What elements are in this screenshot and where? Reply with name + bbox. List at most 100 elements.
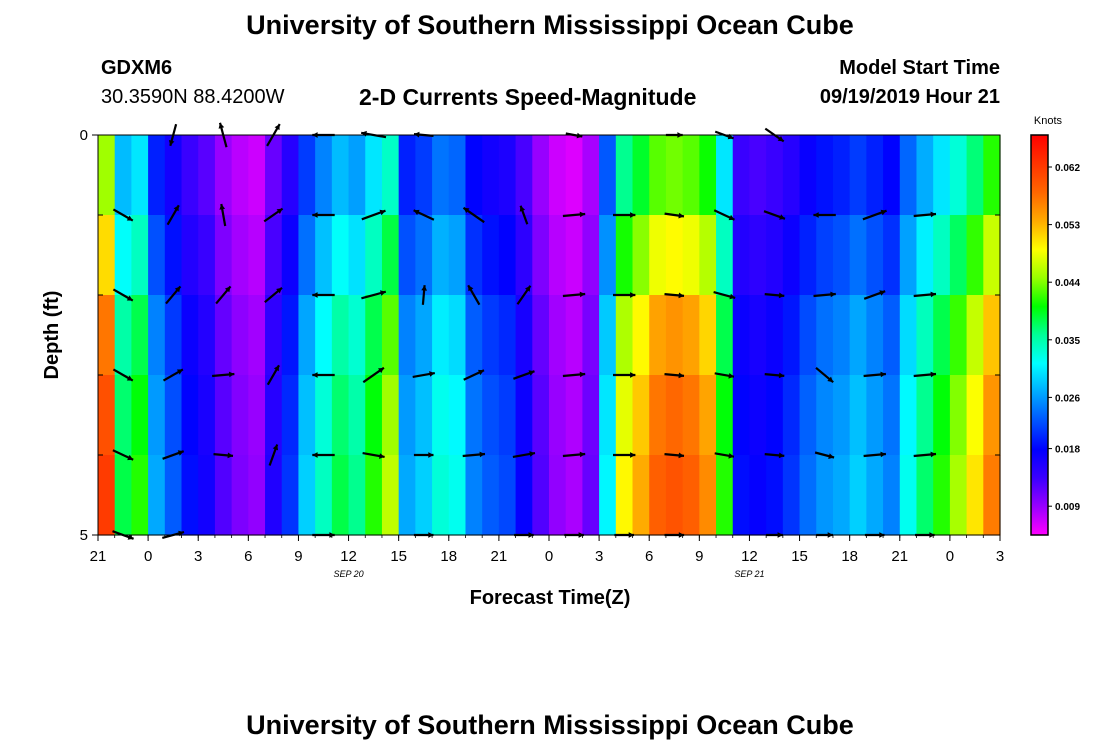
heatmap-cell bbox=[398, 215, 416, 296]
heatmap-cell bbox=[665, 375, 684, 456]
current-arrow-head bbox=[880, 451, 886, 458]
heatmap-cell bbox=[849, 295, 867, 376]
heatmap-cell bbox=[599, 215, 617, 296]
heatmap-cell bbox=[599, 295, 617, 376]
current-arrow bbox=[516, 285, 532, 305]
heatmap-cell bbox=[899, 295, 918, 376]
y-tick-label: 5 bbox=[80, 527, 88, 544]
current-arrow bbox=[913, 371, 937, 378]
heatmap-cell bbox=[682, 135, 700, 216]
heatmap-cell bbox=[498, 135, 517, 216]
heatmap-cell bbox=[966, 295, 984, 376]
page-title: University of Southern Mississippi Ocean… bbox=[246, 10, 854, 40]
heatmap-cell bbox=[265, 455, 283, 536]
current-arrow bbox=[562, 291, 586, 298]
x-tick-label: 6 bbox=[244, 548, 252, 565]
current-arrow-head bbox=[728, 214, 735, 221]
current-arrow bbox=[714, 452, 735, 459]
heatmap-cell bbox=[214, 375, 233, 456]
heatmap-cell bbox=[331, 215, 350, 296]
current-arrow bbox=[713, 291, 736, 300]
current-arrow-head bbox=[224, 286, 231, 293]
heatmap-cell bbox=[565, 215, 583, 296]
x-tick-label: 0 bbox=[144, 548, 152, 565]
heatmap-cell bbox=[181, 455, 199, 536]
heatmap-cell bbox=[231, 455, 249, 536]
heatmap-cell bbox=[365, 135, 383, 216]
heatmap-cell bbox=[632, 455, 650, 536]
current-arrow-head bbox=[312, 452, 318, 458]
heatmap-cell bbox=[214, 295, 233, 376]
heatmap-cell bbox=[515, 455, 533, 536]
current-arrow-head bbox=[276, 208, 283, 214]
x-tick-label: 0 bbox=[545, 548, 553, 565]
current-arrow bbox=[913, 451, 937, 458]
heatmap-cell bbox=[916, 375, 934, 456]
current-arrow bbox=[513, 370, 535, 380]
model-start-label: Model Start Time bbox=[839, 57, 1000, 79]
x-tick-label: 9 bbox=[294, 548, 302, 565]
heatmap-cell bbox=[849, 215, 867, 296]
heatmap-cell bbox=[331, 375, 350, 456]
heatmap-cell bbox=[565, 375, 583, 456]
current-arrow-head bbox=[312, 212, 318, 218]
heatmap-cell bbox=[665, 135, 684, 216]
heatmap-cell bbox=[883, 135, 901, 216]
heatmap-cell bbox=[649, 455, 667, 536]
heatmap-cell bbox=[749, 215, 767, 296]
current-arrow-head bbox=[421, 285, 427, 291]
current-arrow bbox=[913, 211, 937, 218]
heatmap-cell bbox=[348, 215, 366, 296]
heatmap-cell bbox=[448, 295, 467, 376]
current-arrow bbox=[362, 366, 385, 384]
current-arrow-head bbox=[778, 452, 785, 459]
current-arrow bbox=[264, 286, 283, 304]
heatmap-cell bbox=[482, 295, 500, 376]
heatmap-cell bbox=[916, 455, 934, 536]
heatmap-cell bbox=[966, 455, 984, 536]
x-tick-label: 21 bbox=[891, 548, 908, 565]
heatmap-cell bbox=[665, 295, 684, 376]
current-arrow-head bbox=[468, 285, 474, 292]
current-arrow bbox=[362, 452, 385, 459]
heatmap-cell bbox=[983, 375, 1001, 456]
heatmap-cell bbox=[498, 455, 517, 536]
current-arrow-head bbox=[579, 451, 586, 458]
heatmap-cell bbox=[398, 375, 416, 456]
heatmap-cell bbox=[699, 295, 717, 376]
current-arrow bbox=[112, 208, 134, 222]
heatmap-cell bbox=[582, 215, 600, 296]
heatmap-cell bbox=[883, 215, 901, 296]
current-arrow-head bbox=[779, 214, 785, 220]
current-arrow bbox=[213, 452, 234, 459]
heatmap-cell bbox=[248, 135, 266, 216]
heatmap-cell bbox=[933, 295, 951, 376]
heatmap-cell bbox=[699, 135, 717, 216]
current-arrow-head bbox=[312, 372, 318, 378]
heatmap-cell bbox=[164, 135, 183, 216]
heatmap-cell bbox=[448, 455, 467, 536]
heatmap-cell bbox=[298, 295, 316, 376]
heatmap-cell bbox=[782, 455, 801, 536]
heatmap-cell bbox=[164, 295, 183, 376]
current-arrow bbox=[166, 204, 180, 226]
heatmap-cell bbox=[899, 135, 918, 216]
current-arrow-head bbox=[227, 452, 233, 459]
heatmap-cell bbox=[699, 375, 717, 456]
heatmap-cell bbox=[816, 215, 834, 296]
current-arrow bbox=[312, 292, 335, 298]
heatmap-cell bbox=[916, 215, 934, 296]
heatmap-cell bbox=[465, 215, 483, 296]
heatmap-cell bbox=[248, 215, 266, 296]
current-arrow bbox=[863, 290, 886, 300]
current-arrow bbox=[263, 207, 284, 223]
current-arrow-head bbox=[930, 211, 936, 218]
heatmap-cell bbox=[448, 135, 467, 216]
heatmap-cell bbox=[615, 215, 634, 296]
heatmap-cell bbox=[198, 455, 216, 536]
heatmap-cell bbox=[432, 135, 450, 216]
heatmap-cell bbox=[198, 295, 216, 376]
current-arrow-head bbox=[880, 371, 886, 378]
heatmap-cell bbox=[565, 135, 583, 216]
heatmap-cell bbox=[131, 375, 149, 456]
